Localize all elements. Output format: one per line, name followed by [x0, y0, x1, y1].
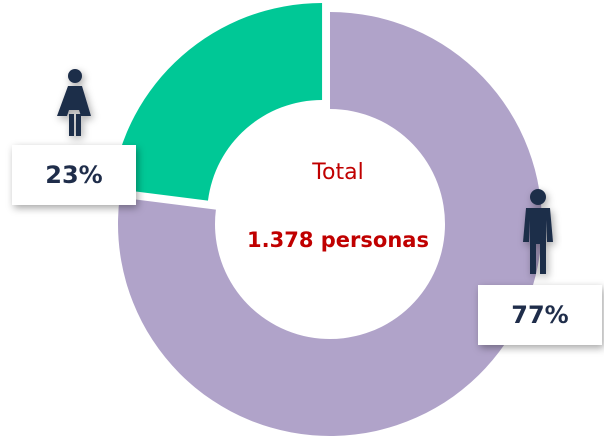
female-icon — [57, 69, 91, 136]
male-icon — [523, 189, 553, 274]
label-box — [12, 145, 136, 205]
slice — [117, 12, 542, 437]
label-box — [478, 285, 602, 345]
center-text: 1.378 personas — [247, 228, 429, 252]
center-title: Total — [311, 160, 363, 185]
slices — [111, 2, 542, 437]
slice — [111, 2, 323, 201]
value-label: 23% — [45, 161, 102, 189]
value-label: 77% — [511, 301, 568, 329]
